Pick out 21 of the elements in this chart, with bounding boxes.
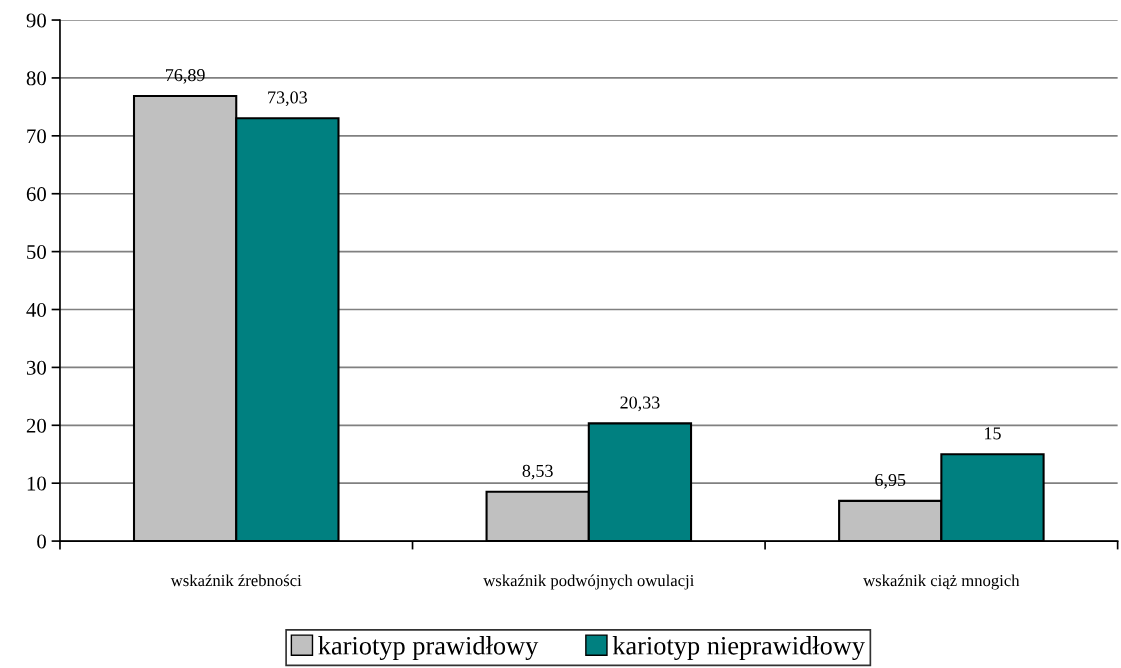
y-tick-label: 40 xyxy=(26,302,46,317)
y-tick-label: 0 xyxy=(37,534,46,549)
data-label: 20,33 xyxy=(620,396,660,412)
legend-label: kariotyp nieprawidłowy xyxy=(612,636,865,661)
y-tick-label: 80 xyxy=(26,71,46,86)
data-label: 8,53 xyxy=(522,464,553,480)
y-tick-label: 70 xyxy=(27,129,46,144)
data-label: 76,89 xyxy=(166,68,205,84)
y-tick-label: 10 xyxy=(27,476,46,491)
x-tick-label: wskaźnik podwójnych owulacji xyxy=(483,574,695,590)
data-label: 6,95 xyxy=(875,473,906,489)
data-label: 73,03 xyxy=(268,91,307,107)
x-tick-label: wskaźnik ciąż mnogich xyxy=(863,574,1020,590)
y-tick-label: 50 xyxy=(27,244,46,260)
y-tick-label: 90 xyxy=(26,13,46,28)
x-tick-label: wskaźnik źrebności xyxy=(170,574,302,587)
y-tick-label: 20 xyxy=(26,418,46,433)
y-tick-label: 60 xyxy=(26,187,46,202)
data-label: 15 xyxy=(985,427,1001,440)
y-tick-label: 30 xyxy=(26,360,46,375)
legend-label: kariotyp prawidłowy xyxy=(318,636,539,661)
